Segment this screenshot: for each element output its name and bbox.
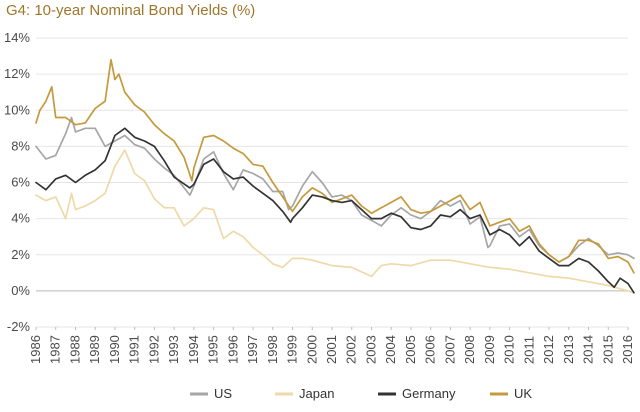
x-tick-label: 1997 <box>245 335 260 364</box>
x-tick-label: 2008 <box>462 335 477 364</box>
series-line-japan <box>35 149 635 294</box>
x-tick-label: 2007 <box>442 335 457 364</box>
y-tick-label: 6% <box>11 175 30 190</box>
y-tick-label: -2% <box>7 319 31 334</box>
x-tick-label: 1991 <box>127 335 142 364</box>
x-tick-label: 2002 <box>344 335 359 364</box>
x-tick-label: 1989 <box>87 335 102 364</box>
x-tick-label: 2000 <box>304 335 319 364</box>
x-tick-label: 1987 <box>48 335 63 364</box>
x-tick-label: 1996 <box>225 335 240 364</box>
gridlines <box>36 37 628 328</box>
legend-item-uk: UK <box>490 386 532 401</box>
x-tick-label: 1988 <box>67 335 82 364</box>
x-tick-label: 2001 <box>324 335 339 364</box>
x-tick-label: 1994 <box>186 335 201 364</box>
y-tick-label: 10% <box>4 102 30 117</box>
legend-label: US <box>214 386 232 401</box>
x-tick-label: 1986 <box>28 335 43 364</box>
series-line-uk <box>35 58 635 274</box>
y-axis: -2% 0% 2% 4% 6% 8% 10% 12% 14% <box>4 30 30 334</box>
series-line-germany <box>35 127 635 294</box>
x-tick-label: 2005 <box>403 335 418 364</box>
x-tick-label: 2010 <box>502 335 517 364</box>
x-tick-label: 1995 <box>206 335 221 364</box>
y-tick-label: 2% <box>11 247 30 262</box>
x-tick-label: 2009 <box>482 335 497 364</box>
x-tick-label: 1992 <box>146 335 161 364</box>
x-tick-label: 1998 <box>265 335 280 364</box>
legend: US Japan Germany UK <box>190 386 532 401</box>
legend-label: Japan <box>299 386 334 401</box>
series-lines <box>35 58 635 294</box>
x-tick-label: 2003 <box>363 335 378 364</box>
x-axis: 1986 1987 1988 1989 1990 1991 1992 1993 1994 1995… <box>28 290 635 364</box>
x-tick-label: 1999 <box>285 335 300 364</box>
x-tick-label: 2013 <box>561 335 576 364</box>
y-tick-label: 4% <box>11 211 30 226</box>
y-tick-label: 14% <box>4 30 30 45</box>
x-tick-label: 2015 <box>600 335 615 364</box>
x-tick-label: 1993 <box>166 335 181 364</box>
legend-item-germany: Germany <box>378 386 456 401</box>
y-tick-label: 8% <box>11 138 30 153</box>
legend-item-us: US <box>190 386 232 401</box>
x-tick-label: 2006 <box>423 335 438 364</box>
legend-label: UK <box>514 386 532 401</box>
x-tick-label: 2011 <box>521 336 536 364</box>
legend-label: Germany <box>402 386 456 401</box>
legend-item-japan: Japan <box>275 386 334 401</box>
x-tick-label: 2014 <box>581 335 596 364</box>
chart-title: G4: 10-year Nominal Bond Yields (%) <box>6 2 256 19</box>
x-tick-label: 2004 <box>383 335 398 364</box>
x-tick-label: 1990 <box>107 335 122 364</box>
y-tick-label: 12% <box>4 66 30 81</box>
y-tick-label: 0% <box>11 283 30 298</box>
x-tick-label: 2012 <box>541 335 556 364</box>
x-tick-label: 2016 <box>620 335 635 364</box>
series-line-us <box>35 116 635 263</box>
